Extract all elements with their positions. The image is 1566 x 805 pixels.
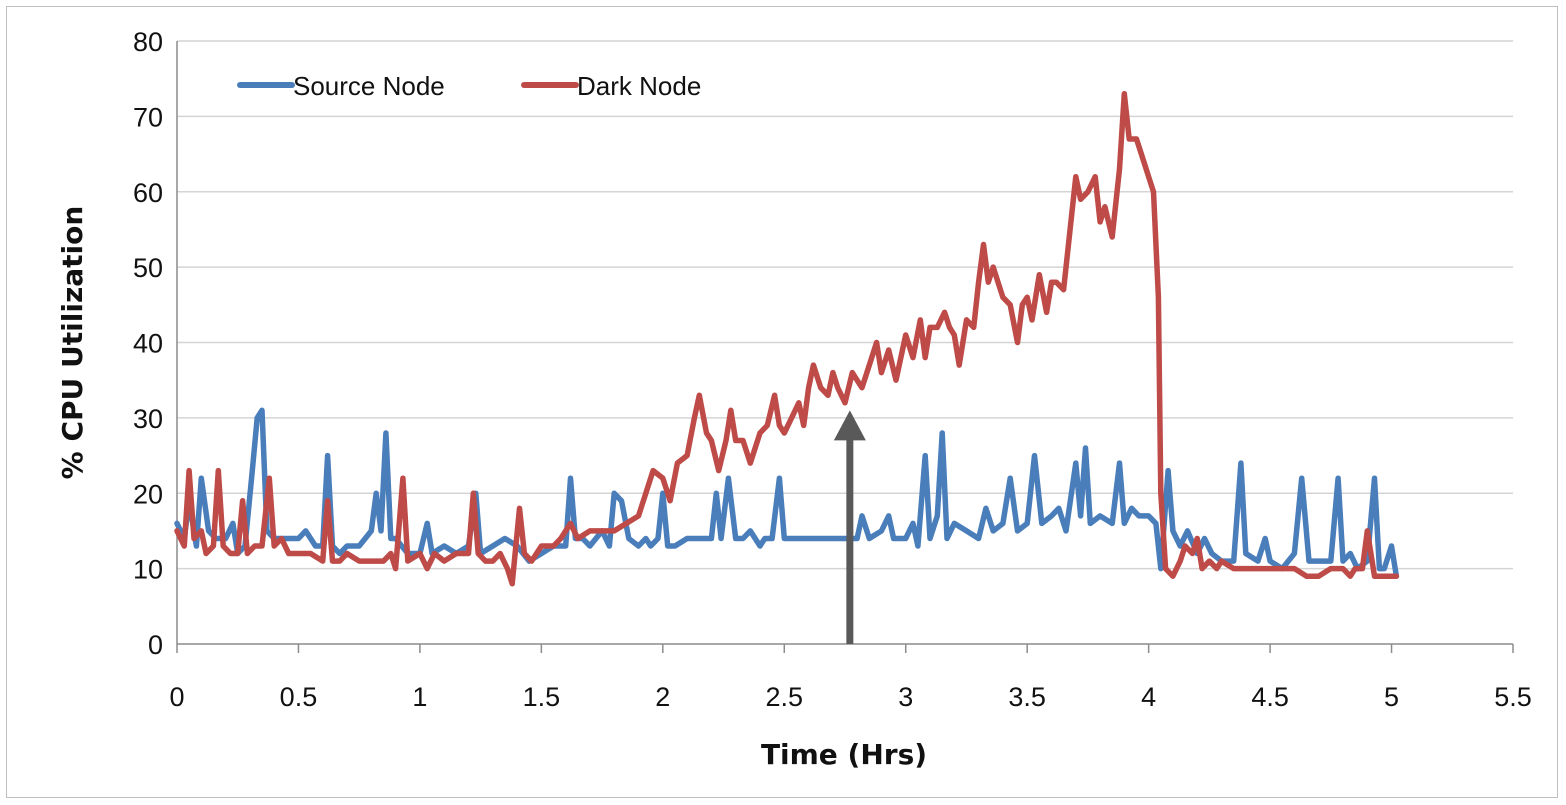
y-tick-label: 10 (133, 555, 163, 585)
x-tick-label: 5.5 (1494, 682, 1532, 712)
x-axis-title: Time (Hrs) (761, 738, 927, 771)
y-tick-label: 50 (133, 253, 163, 283)
legend-label: Dark Node (577, 71, 701, 101)
y-tick-label: 70 (133, 102, 163, 132)
y-tick-label: 40 (133, 329, 163, 359)
series-line-source-node (174, 407, 1400, 579)
y-axis-title: % CPU Utilization (56, 206, 89, 480)
gridlines (177, 40, 1513, 570)
x-tick-label: 1.5 (523, 682, 561, 712)
chart-frame (6, 6, 1558, 798)
x-tick-label: 2.5 (765, 682, 803, 712)
axes: 0 10 20 30 40 50 60 70 80 0 0.5 1 1.5 2 2.5 3 3.5 4 4.5 5 5.… (133, 27, 1532, 712)
x-tick-label: 1 (412, 682, 427, 712)
y-tick-label: 30 (133, 404, 163, 434)
series-line-dark-node (174, 91, 1400, 587)
arrow-head (833, 410, 866, 441)
x-tick-label: 0.5 (280, 682, 318, 712)
x-tick-label: 3 (898, 682, 913, 712)
y-tick-label: 60 (133, 178, 163, 208)
y-tick-label: 20 (133, 479, 163, 509)
series-lines (174, 91, 1400, 587)
x-tick-label: 5 (1384, 682, 1399, 712)
annotation-arrow (833, 410, 866, 644)
legend-label: Source Node (293, 71, 445, 101)
y-tick-label: 80 (133, 27, 163, 57)
x-tick-label: 4.5 (1251, 682, 1289, 712)
x-tick-label: 3.5 (1008, 682, 1046, 712)
legend: Source Node Dark Node (237, 71, 701, 101)
x-tick-label: 2 (655, 682, 670, 712)
x-tick-label: 0 (169, 682, 184, 712)
y-tick-label: 0 (148, 630, 163, 660)
x-tick-label: 4 (1141, 682, 1156, 712)
